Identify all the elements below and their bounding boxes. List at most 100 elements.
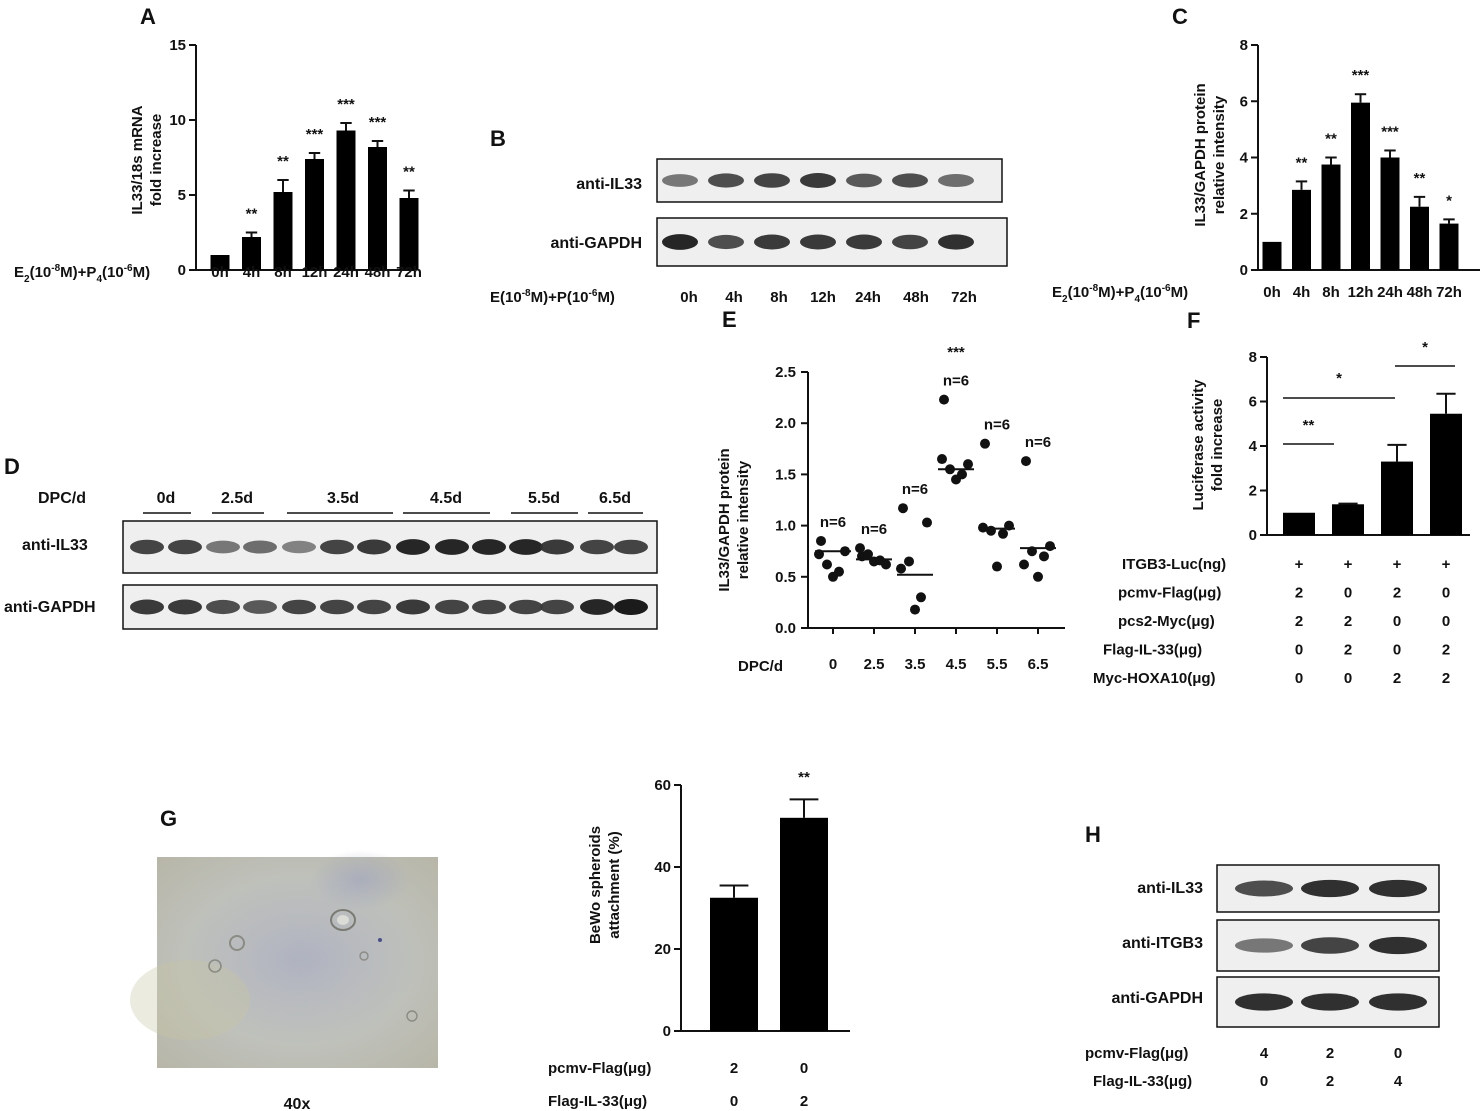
panel-h-row-label-gapdh: anti-GAPDH [1111,990,1203,1007]
bar [399,198,419,270]
bar [1321,164,1341,270]
x-tick-label: 72h [1436,284,1462,301]
y-tick-label: 60 [654,777,671,794]
y-tick-label: 0 [1240,262,1248,279]
blot-band [580,539,614,555]
blot-band [708,173,744,188]
lane-label: 12h [810,289,836,306]
condition-value: 4 [1260,1045,1269,1062]
data-point [951,474,961,485]
significance-stars: *** [1381,123,1399,140]
blot-band [846,173,882,188]
y-tick-label: 1.5 [775,466,796,483]
blot-band [435,539,469,555]
n-label: n=6 [902,481,928,498]
y-tick-label: 0.0 [775,620,796,637]
data-point [898,503,908,514]
condition-value: 2 [1295,585,1303,602]
blot-band [1369,936,1427,955]
blot-band [614,599,648,615]
bar [210,255,230,270]
panel-a-letter: A [140,4,156,29]
blot-band [509,599,543,615]
lane-label: 24h [855,289,881,306]
data-point [822,559,832,570]
bar [1262,241,1282,270]
condition-value: 2 [730,1060,738,1077]
blot-band [1235,880,1293,897]
condition-value: + [1295,556,1304,573]
blot-band [540,599,574,615]
data-point [910,604,920,615]
condition-label: Flag-IL-33(μg) [1103,642,1202,659]
panel-c-bar-chart: 0 2 4 6 8 0h ** 4h ** 8h *** 12h *** 24h ** 48h * 72h [1240,37,1480,301]
condition-value: 2 [1344,613,1352,630]
condition-value: 2 [1344,642,1352,659]
panel-d-row-label-gapdh: anti-GAPDH [4,599,96,616]
x-tick-label: 0h [1263,284,1281,301]
panel-h: H anti-IL33 anti-ITGB3 anti-GAPDH pcmv-F… [1085,822,1440,1090]
bar [1381,461,1413,535]
condition-value: 2 [1326,1045,1334,1062]
blot-band [396,539,430,555]
y-tick-label: 2 [1249,483,1257,500]
condition-value: 2 [1442,670,1450,687]
data-point [816,535,826,546]
condition-value: 0 [1344,585,1352,602]
y-tick-label: 5 [178,187,186,204]
x-tick-label: 4h [243,264,261,281]
x-tick-label: 4.5 [946,656,967,673]
n-label: n=6 [1025,434,1051,451]
data-point [869,556,879,567]
panel-h-row-label-itgb3: anti-ITGB3 [1122,935,1203,952]
blot-band [168,599,202,615]
x-tick-label: 6.5 [1028,656,1049,673]
comparison-stars: * [1422,339,1428,356]
blot-band [130,599,164,615]
n-label: n=6 [984,417,1010,434]
lane-label: 48h [903,289,929,306]
n-label: n=6 [943,373,969,390]
x-tick-label: 24h [1377,284,1403,301]
x-tick-label: 0 [829,656,837,673]
bar [242,237,261,270]
panel-e-ylabel-line1: IL33/GAPDH protein [716,448,733,591]
panel-g-condition-table: pcmv-Flag(μg) 2 0 Flag-IL-33(μg) 0 2 [548,1060,808,1110]
blot-band [580,599,614,615]
condition-value: 2 [1442,642,1450,659]
panel-h-letter: H [1085,822,1101,847]
y-tick-label: 1.0 [775,518,796,535]
condition-label: pcmv-Flag(μg) [1118,585,1221,602]
comparison-stars: ** [1303,417,1315,434]
condition-value: 0 [1344,670,1352,687]
bar [336,130,356,270]
panel-f-letter: F [1187,308,1200,333]
condition-label: pcmv-Flag(μg) [548,1060,651,1077]
data-point [904,556,914,567]
blot-band [396,599,430,615]
x-tick-label: 72h [396,264,422,281]
data-point [998,528,1008,539]
condition-value: + [1344,556,1353,573]
panel-h-western-blot [1216,864,1440,1028]
blot-band [754,234,790,250]
panel-e-ylabel-line2: relative intensity [735,460,752,579]
bar [710,897,758,1031]
bar [368,147,387,270]
y-tick-label: 6 [1249,394,1257,411]
blot-band [435,599,469,615]
bar [1292,189,1311,270]
y-tick-label: 20 [654,941,671,958]
x-tick-label: 48h [1407,284,1433,301]
data-point [863,549,873,560]
blot-band [1235,993,1293,1011]
condition-value: 0 [1295,670,1303,687]
significance-stars: ** [1325,131,1337,148]
panel-e-scatter-chart: 0.0 0.5 1.0 1.5 2.0 2.5 0 n=6 2.5 n=6 3.5 n=6 4.5 n=6… [775,344,1065,673]
panel-g-ylabel-line1: BeWo spheroids [587,826,604,944]
blot-band [206,599,240,615]
panel-d-row-label-il33: anti-IL33 [22,537,88,554]
panel-b-western-blot [656,158,1008,267]
blot-band [1301,937,1359,954]
panel-e-xlabel: DPC/d [738,658,783,675]
